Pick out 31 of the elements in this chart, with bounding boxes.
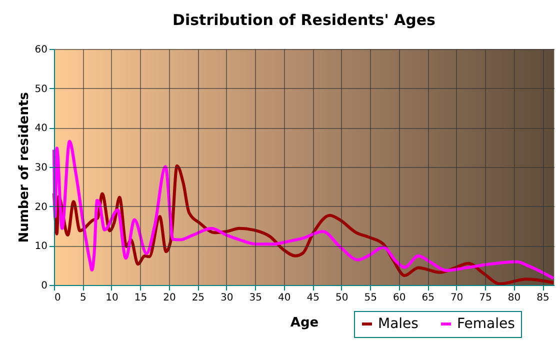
x-tick-label: 30	[220, 292, 234, 304]
x-tick-label: 25	[192, 292, 205, 304]
x-tick-label: 70	[450, 292, 464, 304]
x-tick-label: 15	[134, 292, 148, 304]
y-tick-label: 10	[34, 241, 48, 252]
x-tick-label: 35	[249, 292, 262, 304]
y-tick-label: 40	[34, 123, 48, 134]
y-tick-label: 0	[41, 280, 48, 292]
y-tick-label: 60	[34, 44, 48, 56]
y-tick-label: 20	[34, 202, 48, 213]
x-tick-label: 50	[335, 292, 348, 304]
y-axis-title: Number of residents	[16, 92, 32, 243]
x-tick-label: 75	[479, 292, 492, 304]
x-tick-label: 80	[508, 292, 521, 304]
y-tick-label: 30	[34, 162, 48, 174]
chart-title: Distribution of Residents' Ages	[172, 11, 436, 29]
x-tick-label: 20	[163, 292, 176, 304]
y-tick-label: 50	[34, 84, 48, 95]
legend-label: Females	[457, 316, 515, 332]
x-tick-label: 55	[364, 292, 377, 304]
x-tick-label: 5	[80, 292, 86, 304]
x-tick-label: 65	[422, 292, 434, 304]
x-tick-label: 40	[278, 292, 291, 304]
x-axis-title: Age	[290, 316, 319, 330]
x-tick-label: 60	[392, 292, 406, 304]
x-tick-label: 45	[306, 292, 320, 304]
x-tick-label: 0	[54, 292, 61, 304]
x-tick-label: 85	[536, 292, 550, 304]
legend-label: Males	[378, 316, 418, 332]
line-series	[52, 140, 555, 280]
x-tick-label: 10	[106, 292, 118, 304]
